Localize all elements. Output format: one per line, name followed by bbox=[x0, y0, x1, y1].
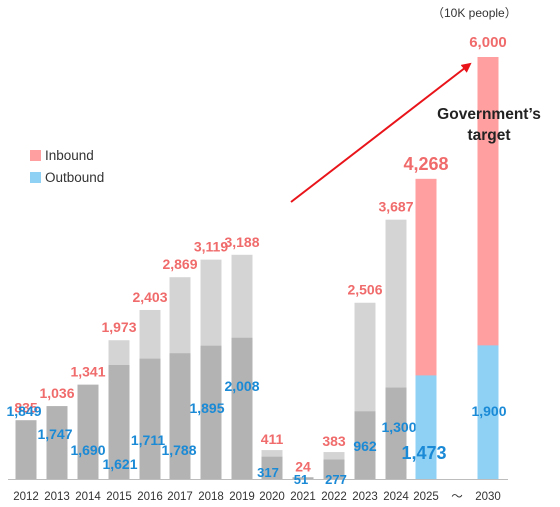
x-tick-label-2022: 2022 bbox=[321, 491, 347, 503]
data-label-inbound-2030: 6,000 bbox=[469, 34, 507, 51]
data-label-inbound-2019: 3,188 bbox=[224, 234, 259, 250]
bar-outbound-2017 bbox=[169, 353, 191, 479]
data-label-inbound-2022: 383 bbox=[322, 433, 346, 449]
bar-outbound-2030 bbox=[477, 345, 499, 479]
legend-item-inbound: Inbound bbox=[30, 144, 104, 166]
x-tick-label-2021: 2021 bbox=[290, 491, 316, 503]
data-label-outbound-2017: 1,788 bbox=[161, 442, 196, 458]
x-tick-label-2019: 2019 bbox=[229, 491, 255, 503]
data-label-inbound-2012: 835 bbox=[14, 399, 38, 415]
data-label-inbound-2016: 2,403 bbox=[132, 289, 167, 305]
x-tick-label-2020: 2020 bbox=[259, 491, 285, 503]
bar-outbound-2022 bbox=[323, 459, 345, 479]
bar-outbound-2012 bbox=[15, 420, 37, 479]
data-label-outbound-2025: 1,473 bbox=[401, 443, 446, 463]
data-label-outbound-2021: 51 bbox=[294, 472, 308, 487]
x-tick-label-2012: 2012 bbox=[13, 491, 39, 503]
data-label-inbound-2020: 411 bbox=[261, 431, 284, 447]
bar-outbound-2014 bbox=[77, 384, 99, 479]
data-label-outbound-2015: 1,621 bbox=[102, 456, 137, 472]
x-tick-label-2013: 2013 bbox=[44, 491, 70, 503]
bar-outbound-2020 bbox=[261, 456, 283, 479]
x-tick-label-2017: 2017 bbox=[167, 491, 193, 503]
bar-outbound-2013 bbox=[46, 406, 68, 479]
data-label-inbound-2013: 1,036 bbox=[39, 385, 74, 401]
data-label-outbound-2023: 962 bbox=[353, 438, 377, 454]
bar-outbound-2015 bbox=[108, 364, 130, 479]
x-tick-label-2016: 2016 bbox=[137, 491, 163, 503]
bar-outbound-2025 bbox=[415, 375, 437, 479]
data-label-inbound-2021: 24 bbox=[295, 458, 311, 474]
data-label-outbound-2016: 1,711 bbox=[131, 432, 165, 448]
bar-outbound-2019 bbox=[231, 337, 253, 479]
data-label-outbound-2030: 1,900 bbox=[471, 403, 506, 419]
data-label-outbound-2020: 317 bbox=[257, 465, 279, 480]
data-label-outbound-2013: 1,747 bbox=[37, 426, 72, 442]
legend-label-inbound: Inbound bbox=[45, 147, 94, 163]
x-tick-label-gap: ～ bbox=[451, 491, 463, 503]
bar-outbound-2024 bbox=[385, 387, 407, 479]
data-label-inbound-2023: 2,506 bbox=[347, 282, 382, 298]
x-tick-label-2030: 2030 bbox=[475, 491, 501, 503]
data-label-inbound-2014: 1,341 bbox=[70, 364, 105, 380]
data-label-inbound-2015: 1,973 bbox=[101, 319, 136, 335]
x-tick-label-2015: 2015 bbox=[106, 491, 132, 503]
data-label-outbound-2022: 277 bbox=[325, 472, 347, 487]
data-label-inbound-2018: 3,119 bbox=[194, 239, 228, 255]
data-label-inbound-2025: 4,268 bbox=[403, 154, 448, 174]
legend-swatch-inbound bbox=[30, 149, 41, 161]
bar-outbound-2021 bbox=[292, 477, 314, 479]
legend: Inbound Outbound bbox=[30, 144, 104, 188]
trend-arrow bbox=[290, 62, 472, 203]
data-label-outbound-2012: 1,849 bbox=[6, 403, 41, 419]
government-target-annotation: Government’s target bbox=[437, 106, 541, 144]
legend-label-outbound: Outbound bbox=[45, 169, 105, 185]
x-tick-label-2025: 2025 bbox=[413, 491, 439, 503]
data-label-outbound-2024: 1,300 bbox=[381, 419, 416, 435]
bar-outbound-2016 bbox=[139, 358, 161, 479]
bar-outbound-2018 bbox=[200, 345, 222, 479]
bar-outbound-2023 bbox=[354, 411, 376, 479]
unit-label: （10K people） bbox=[432, 6, 517, 20]
data-label-inbound-2024: 3,687 bbox=[378, 199, 413, 215]
data-label-outbound-2019: 2,008 bbox=[224, 378, 259, 394]
x-tick-label-2018: 2018 bbox=[198, 491, 224, 503]
x-tick-label-2014: 2014 bbox=[75, 491, 101, 503]
data-label-outbound-2014: 1,690 bbox=[70, 442, 105, 458]
x-tick-label-2024: 2024 bbox=[383, 491, 409, 503]
legend-swatch-outbound bbox=[30, 171, 41, 183]
data-label-outbound-2018: 1,895 bbox=[189, 400, 224, 416]
data-label-inbound-2017: 2,869 bbox=[162, 256, 197, 272]
x-tick-label-2023: 2023 bbox=[352, 491, 378, 503]
legend-item-outbound: Outbound bbox=[30, 166, 104, 188]
